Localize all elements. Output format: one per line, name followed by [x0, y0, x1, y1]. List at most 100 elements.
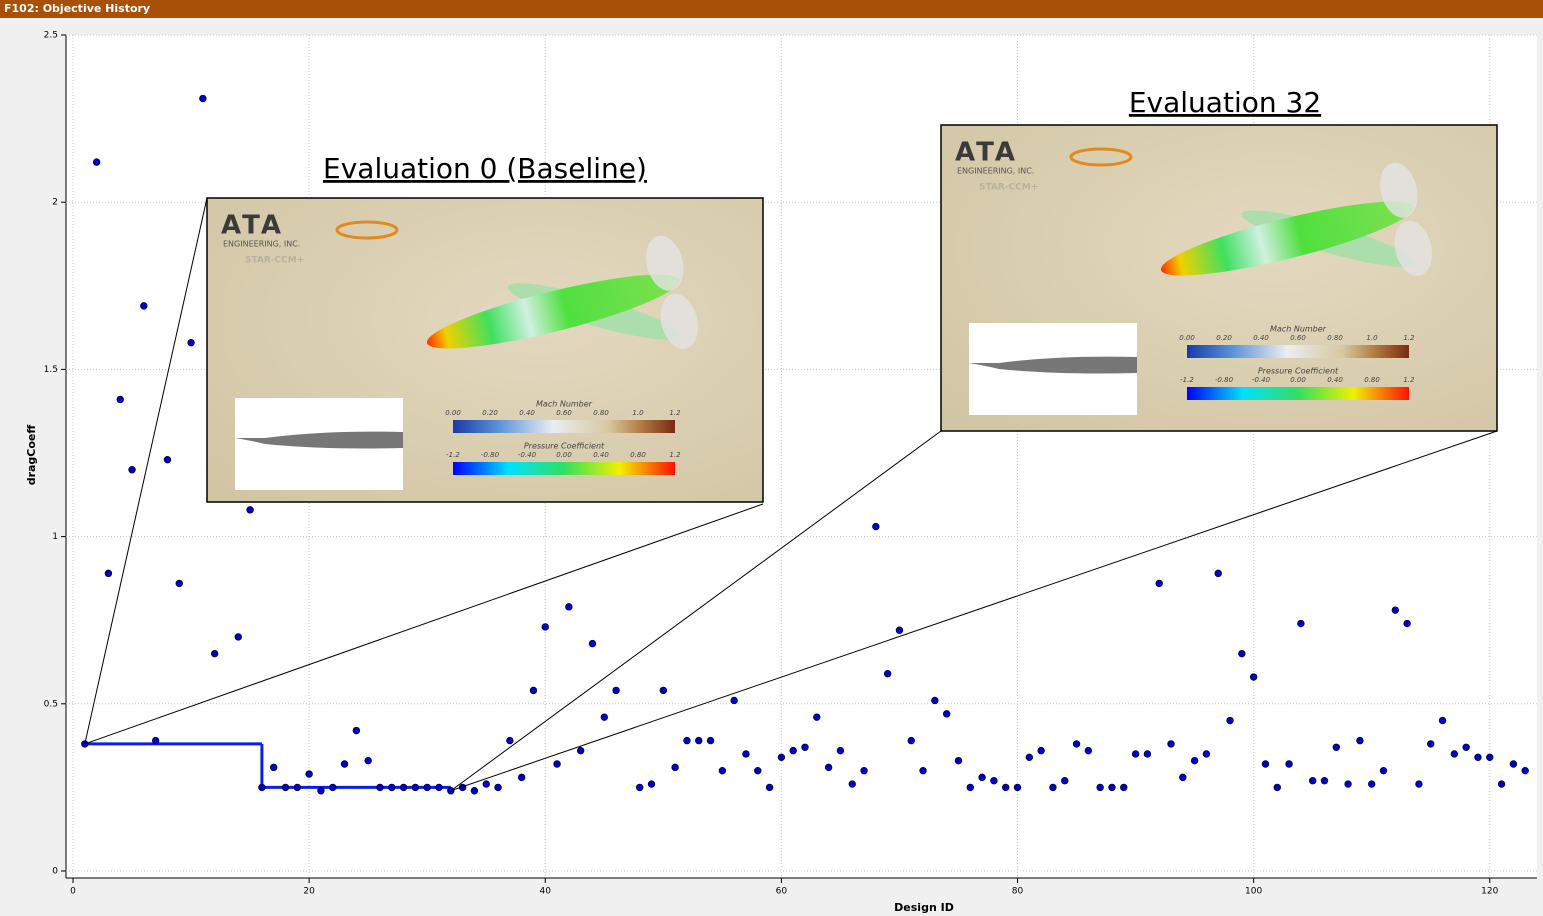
data-point [211, 650, 218, 657]
data-point [105, 570, 112, 577]
data-point [636, 784, 643, 791]
data-point [849, 781, 856, 788]
data-point [1203, 751, 1210, 758]
data-point [695, 737, 702, 744]
colorbar-label: 0.80 [630, 451, 646, 459]
y-tick-label: 1 [52, 532, 58, 542]
data-point [235, 634, 242, 641]
data-point [613, 687, 620, 694]
data-point [152, 737, 159, 744]
data-point [129, 466, 136, 473]
data-point [82, 741, 89, 748]
data-point [518, 774, 525, 781]
data-point [1120, 784, 1127, 791]
data-point [991, 777, 998, 784]
inset-title: Evaluation 0 (Baseline) [323, 152, 647, 185]
x-tick-label: 120 [1481, 887, 1498, 897]
data-point [920, 767, 927, 774]
data-point [412, 784, 419, 791]
data-point [979, 774, 986, 781]
colorbar-label: -1.2 [1180, 376, 1194, 384]
data-point [1250, 674, 1257, 681]
colorbar-label: 1.2 [1403, 376, 1415, 384]
inset-logo: ATA [221, 211, 284, 241]
data-point [1463, 744, 1470, 751]
colorbar-label: 0.60 [1290, 334, 1306, 342]
data-point [1168, 741, 1175, 748]
data-point [1026, 754, 1033, 761]
data-point [1061, 777, 1068, 784]
data-point [1380, 767, 1387, 774]
data-point [200, 95, 207, 102]
data-point [1498, 781, 1505, 788]
colorbar-label: 0.00 [445, 409, 461, 417]
colorbar [1187, 345, 1409, 358]
data-point [873, 523, 880, 530]
data-point [176, 580, 183, 587]
data-point [1357, 737, 1364, 744]
data-point [577, 747, 584, 754]
data-point [294, 784, 301, 791]
data-point [1215, 570, 1222, 577]
data-point [719, 767, 726, 774]
data-point [1262, 761, 1269, 768]
data-point [1227, 717, 1234, 724]
data-point [1073, 741, 1080, 748]
data-point [117, 396, 124, 403]
data-point [188, 339, 195, 346]
colorbar-label: 0.20 [1216, 334, 1232, 342]
data-point [932, 697, 939, 704]
colorbar-label: -1.2 [446, 451, 460, 459]
data-point [164, 456, 171, 463]
data-point [825, 764, 832, 771]
y-tick-label: 0.5 [44, 699, 58, 709]
data-point [471, 787, 478, 794]
data-point [554, 761, 561, 768]
data-point [1439, 717, 1446, 724]
colorbar-label: 0.00 [1179, 334, 1195, 342]
data-point [1050, 784, 1057, 791]
inset: ATAENGINEERING, INC.STAR-CCM+Mach Number… [941, 125, 1497, 431]
window: F102: Objective History Design ID dragCo… [0, 0, 1543, 916]
colorbar-label: -0.80 [481, 451, 500, 459]
colorbar-label: 1.2 [669, 451, 681, 459]
colorbar [453, 420, 675, 433]
data-point [601, 714, 608, 721]
data-point [329, 784, 336, 791]
inset-software: STAR-CCM+ [245, 256, 304, 266]
colorbar [453, 462, 675, 475]
x-tick-label: 60 [776, 887, 788, 897]
data-point [955, 757, 962, 764]
data-point [507, 737, 514, 744]
data-point [93, 159, 100, 166]
data-point [483, 781, 490, 788]
data-point [1368, 781, 1375, 788]
colorbar-label: 0.20 [482, 409, 498, 417]
data-point [814, 714, 821, 721]
colorbar-title: Pressure Coefficient [1258, 367, 1339, 376]
y-tick-label: 2.5 [44, 31, 58, 41]
data-point [1486, 754, 1493, 761]
data-point [778, 754, 785, 761]
data-point [1014, 784, 1021, 791]
data-point [282, 784, 289, 791]
data-point [743, 751, 750, 758]
data-point [270, 764, 277, 771]
y-axis-label: dragCoeff [25, 425, 38, 486]
data-point [837, 747, 844, 754]
data-point [660, 687, 667, 694]
colorbar-label: 0.80 [1327, 334, 1343, 342]
data-point [530, 687, 537, 694]
data-point [1286, 761, 1293, 768]
data-point [1345, 781, 1352, 788]
x-tick-label: 80 [1012, 887, 1024, 897]
title-bar [0, 0, 1543, 18]
data-point [731, 697, 738, 704]
colorbar-label: 0.40 [1327, 376, 1343, 384]
data-point [648, 781, 655, 788]
data-point [1156, 580, 1163, 587]
data-point [684, 737, 691, 744]
colorbar-title: Pressure Coefficient [524, 442, 605, 451]
x-tick-label: 0 [70, 887, 76, 897]
colorbar-label: 0.00 [1290, 376, 1306, 384]
